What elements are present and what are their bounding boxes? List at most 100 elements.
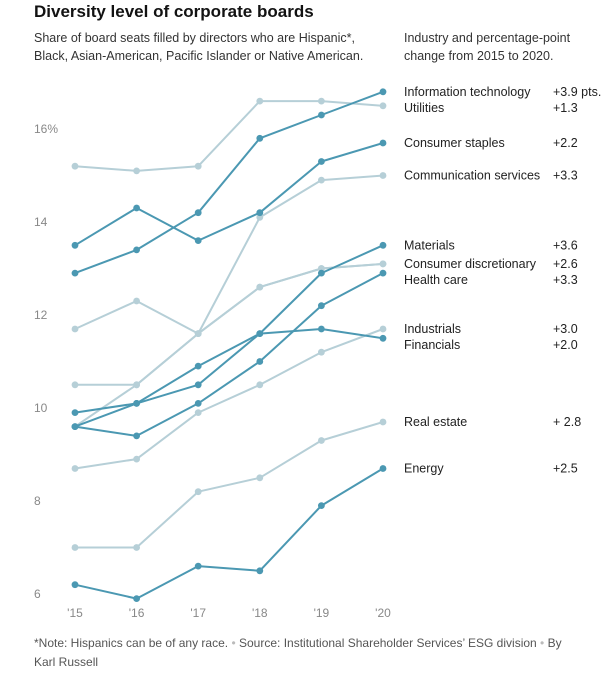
financials-change: +2.0: [553, 338, 578, 352]
x-tick-label: '15: [67, 606, 83, 620]
real-estate-point: [379, 418, 387, 426]
y-tick-label: 16%: [34, 122, 58, 136]
y-tick-label: 12: [34, 308, 48, 322]
utilities-line: [74, 100, 384, 172]
real-estate-point: [133, 544, 141, 551]
real-estate-label: Real estate: [404, 415, 467, 429]
legend-header: Industry and percentage-point change fro…: [404, 31, 571, 63]
y-tick-label: 14: [34, 215, 48, 229]
information-technology-point: [318, 111, 325, 119]
communication-services-point: [256, 214, 264, 221]
energy-line: [74, 467, 384, 600]
consumer-staples-line: [74, 142, 384, 247]
energy-point: [318, 502, 325, 509]
consumer-staples-point: [318, 158, 325, 165]
series-11-point: [133, 297, 141, 305]
utilities-point: [256, 97, 264, 105]
utilities-point: [318, 97, 325, 105]
materials-point: [71, 409, 79, 416]
real-estate-line: [74, 421, 384, 549]
consumer-discretionary-point: [71, 381, 79, 389]
footer-separator: •: [231, 636, 236, 650]
real-estate-point: [318, 437, 325, 444]
label-layer: Information technology +3.9 pts. Utilities…: [404, 85, 601, 476]
information-technology-line: [74, 90, 384, 275]
chart-title: Diversity level of corporate boards: [34, 2, 314, 21]
health-care-point: [256, 358, 264, 365]
energy-point: [256, 567, 264, 575]
energy-point: [133, 595, 141, 602]
communication-services-line: [74, 174, 384, 428]
information-technology-point: [194, 209, 202, 217]
industrials-point: [133, 455, 141, 463]
health-care-label: Health care: [404, 273, 468, 287]
health-care-point: [379, 269, 387, 277]
y-tick-label: 8: [34, 494, 41, 508]
financials-point: [256, 330, 264, 337]
industrials-point: [379, 325, 387, 333]
information-technology-change: +3.9 pts.: [553, 85, 601, 99]
real-estate-point: [194, 488, 202, 496]
consumer-discretionary-point: [133, 381, 141, 389]
x-tick-label: '17: [190, 606, 206, 620]
financials-label: Financials: [404, 338, 460, 352]
financials-point: [133, 400, 141, 407]
series-11-point: [71, 325, 79, 333]
industrials-point: [256, 381, 264, 389]
information-technology-label: Information technology: [404, 85, 531, 99]
financials-line: [74, 328, 384, 428]
industrials-point: [71, 465, 79, 472]
health-care-point: [194, 400, 202, 407]
energy-point: [379, 465, 387, 472]
communication-services-label: Communication services: [404, 169, 540, 183]
health-care-point: [133, 432, 141, 440]
health-care-change: +3.3: [553, 273, 578, 287]
consumer-staples-point: [256, 209, 264, 217]
industrials-point: [194, 409, 202, 416]
x-tick-label: '16: [129, 606, 145, 620]
health-care-point: [318, 302, 325, 310]
communication-services-point: [379, 172, 387, 179]
x-tick-label: '18: [252, 606, 268, 620]
footer-separator: •: [540, 636, 545, 650]
financials-point: [318, 325, 325, 333]
series-11-point: [194, 330, 202, 337]
utilities-label: Utilities: [404, 101, 444, 115]
industrials-point: [318, 348, 325, 356]
materials-line: [74, 244, 384, 414]
energy-change: +2.5: [553, 462, 578, 476]
y-tick-label: 10: [34, 401, 48, 415]
financials-point: [71, 423, 79, 430]
utilities-point: [71, 162, 79, 170]
real-estate-point: [256, 474, 264, 482]
materials-change: +3.6: [553, 238, 578, 252]
financials-point: [379, 334, 387, 342]
information-technology-point: [256, 134, 264, 142]
communication-services-change: +3.3: [553, 169, 578, 183]
energy-point: [71, 581, 79, 589]
tick-layer: 16% 14 12 10 8 6 '15 '16 '17 '18 '19 '20: [34, 122, 391, 620]
materials-point: [318, 269, 325, 277]
utilities-point: [194, 162, 202, 170]
industrials-label: Industrials: [404, 322, 461, 336]
series-11-point: [379, 260, 387, 268]
consumer-staples-point: [71, 241, 79, 249]
consumer-discretionary-change: +2.6: [553, 257, 578, 271]
utilities-point: [133, 167, 141, 175]
consumer-staples-change: +2.2: [553, 136, 578, 150]
industrials-line: [74, 328, 384, 470]
consumer-staples-label: Consumer staples: [404, 136, 505, 150]
consumer-staples-point: [194, 237, 202, 245]
footnote: *Note: Hispanics can be of any race.: [34, 636, 229, 650]
series-layer: [71, 88, 387, 602]
byline: By Karl Russell: [34, 636, 562, 669]
materials-point: [194, 381, 202, 389]
materials-point: [379, 241, 387, 249]
chart-subtitle: Share of board seats filled by directors…: [34, 31, 364, 63]
energy-label: Energy: [404, 462, 444, 476]
series-11-point: [256, 283, 264, 291]
health-care-line: [74, 272, 384, 437]
energy-point: [194, 562, 202, 570]
consumer-discretionary-label: Consumer discretionary: [404, 257, 537, 271]
communication-services-point: [318, 176, 325, 184]
